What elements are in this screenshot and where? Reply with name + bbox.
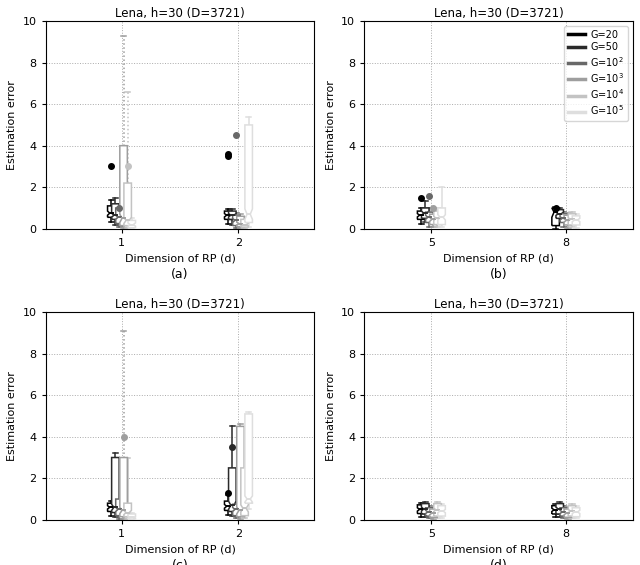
PathPatch shape (241, 219, 248, 227)
PathPatch shape (225, 501, 232, 510)
PathPatch shape (124, 503, 131, 516)
PathPatch shape (225, 211, 232, 219)
PathPatch shape (438, 208, 445, 224)
PathPatch shape (128, 514, 136, 519)
PathPatch shape (245, 414, 252, 503)
PathPatch shape (232, 215, 240, 225)
PathPatch shape (426, 508, 433, 516)
PathPatch shape (128, 220, 136, 228)
PathPatch shape (417, 505, 425, 514)
PathPatch shape (111, 204, 119, 219)
Title: Lena, h=30 (D=3721): Lena, h=30 (D=3721) (434, 298, 563, 311)
PathPatch shape (228, 468, 236, 511)
PathPatch shape (241, 468, 248, 516)
PathPatch shape (232, 504, 240, 516)
PathPatch shape (568, 506, 576, 516)
Y-axis label: Estimation error: Estimation error (326, 371, 335, 461)
PathPatch shape (245, 125, 252, 223)
PathPatch shape (108, 206, 115, 218)
PathPatch shape (572, 216, 580, 225)
Legend: G=20, G=50, G=10$^2$, G=10$^3$, G=10$^4$, G=10$^5$: G=20, G=50, G=10$^2$, G=10$^3$, G=10$^4$… (564, 26, 628, 121)
PathPatch shape (116, 499, 124, 516)
PathPatch shape (552, 208, 559, 225)
PathPatch shape (120, 458, 127, 516)
PathPatch shape (426, 212, 433, 223)
PathPatch shape (560, 508, 568, 516)
PathPatch shape (228, 211, 236, 219)
Text: (a): (a) (172, 268, 189, 281)
PathPatch shape (237, 427, 244, 516)
PathPatch shape (124, 183, 131, 225)
PathPatch shape (556, 503, 563, 514)
X-axis label: Dimension of RP (d): Dimension of RP (d) (443, 253, 554, 263)
PathPatch shape (237, 216, 244, 227)
X-axis label: Dimension of RP (d): Dimension of RP (d) (125, 545, 236, 554)
PathPatch shape (564, 509, 572, 518)
Text: (c): (c) (172, 559, 188, 565)
Title: Lena, h=30 (D=3721): Lena, h=30 (D=3721) (434, 7, 563, 20)
PathPatch shape (434, 503, 441, 516)
PathPatch shape (422, 503, 429, 514)
PathPatch shape (108, 503, 115, 511)
PathPatch shape (564, 215, 572, 225)
PathPatch shape (568, 214, 576, 225)
PathPatch shape (438, 506, 445, 516)
PathPatch shape (434, 211, 441, 224)
PathPatch shape (560, 214, 568, 223)
Y-axis label: Estimation error: Estimation error (7, 80, 17, 170)
PathPatch shape (552, 506, 559, 514)
Y-axis label: Estimation error: Estimation error (7, 371, 17, 461)
PathPatch shape (572, 508, 580, 516)
Y-axis label: Estimation error: Estimation error (326, 80, 335, 170)
Title: Lena, h=30 (D=3721): Lena, h=30 (D=3721) (115, 7, 245, 20)
Title: Lena, h=30 (D=3721): Lena, h=30 (D=3721) (115, 298, 245, 311)
PathPatch shape (116, 208, 124, 224)
PathPatch shape (422, 208, 429, 218)
PathPatch shape (556, 210, 563, 218)
X-axis label: Dimension of RP (d): Dimension of RP (d) (125, 253, 236, 263)
PathPatch shape (429, 509, 437, 518)
PathPatch shape (111, 458, 119, 512)
PathPatch shape (120, 146, 127, 225)
PathPatch shape (429, 214, 437, 224)
Text: (d): (d) (490, 559, 508, 565)
X-axis label: Dimension of RP (d): Dimension of RP (d) (443, 545, 554, 554)
Text: (b): (b) (490, 268, 508, 281)
PathPatch shape (417, 211, 425, 219)
